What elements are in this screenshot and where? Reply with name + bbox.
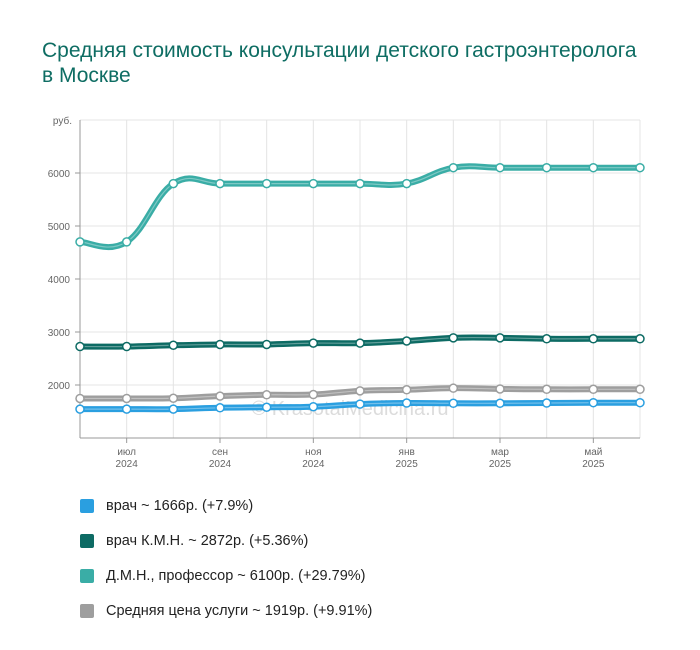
series-4-point bbox=[121, 393, 132, 404]
series-3-point bbox=[261, 178, 272, 189]
legend-swatch bbox=[80, 568, 94, 583]
series-3-point bbox=[495, 162, 505, 173]
y-tick-label: 5000 bbox=[48, 222, 71, 233]
series-1-point bbox=[541, 398, 552, 408]
legend-item-2[interactable]: врач К.М.Н. ~ 2872р. (+5.36%) bbox=[80, 523, 372, 558]
legend-label: Средняя цена услуги ~ 1919р. (+9.91%) bbox=[106, 602, 373, 619]
series-3-point bbox=[588, 162, 599, 173]
series-3-point bbox=[355, 178, 365, 189]
legend-label: врач ~ 1666р. (+7.9%) bbox=[106, 497, 254, 514]
series-2-point bbox=[168, 340, 179, 350]
series-2-point bbox=[495, 333, 505, 343]
series-4-point bbox=[168, 393, 179, 403]
series-2-point bbox=[261, 339, 272, 350]
series-1-point bbox=[308, 401, 319, 412]
series-2-point bbox=[75, 341, 85, 352]
x-tick-label-year: 2024 bbox=[116, 459, 139, 470]
series-1-point bbox=[75, 404, 85, 414]
x-tick-label-year: 2025 bbox=[582, 459, 605, 470]
series-1-point bbox=[355, 399, 365, 409]
legend-item-4[interactable]: Средняя цена услуги ~ 1919р. (+9.91%) bbox=[80, 593, 372, 628]
x-tick-label-year: 2025 bbox=[396, 459, 419, 470]
series-2-point bbox=[635, 334, 645, 344]
series-1-point bbox=[635, 397, 645, 408]
series-3-point bbox=[541, 162, 552, 173]
x-tick-label-month: ноя bbox=[305, 447, 322, 458]
legend-item-1[interactable]: врач ~ 1666р. (+7.9%) bbox=[80, 488, 372, 523]
x-tick-label-month: сен bbox=[212, 447, 228, 458]
x-tick-label-year: 2024 bbox=[209, 459, 232, 470]
series-4-point bbox=[75, 393, 85, 404]
y-tick-label: 3000 bbox=[48, 328, 71, 339]
series-2-point bbox=[401, 336, 412, 346]
y-tick-label: 4000 bbox=[48, 275, 71, 286]
series-3-point bbox=[75, 237, 85, 247]
series-3-point bbox=[121, 237, 132, 247]
legend: врач ~ 1666р. (+7.9%) врач К.М.Н. ~ 2872р… bbox=[80, 488, 372, 628]
legend-swatch bbox=[80, 603, 94, 618]
y-tick-label: 2000 bbox=[48, 381, 71, 392]
y-tick-label: 6000 bbox=[48, 169, 71, 180]
series-2-point bbox=[541, 334, 552, 344]
series-2-point bbox=[215, 339, 225, 350]
series-3-point bbox=[401, 178, 412, 189]
x-tick-label-year: 2025 bbox=[489, 459, 512, 470]
series-2-point bbox=[588, 334, 599, 344]
series-3-point bbox=[308, 178, 319, 189]
x-tick-label-month: май bbox=[584, 447, 602, 458]
series-3-point bbox=[215, 178, 225, 189]
series-4-point bbox=[495, 384, 505, 394]
series-4-point bbox=[215, 391, 225, 401]
series-1-point bbox=[495, 398, 505, 409]
series-4-point bbox=[635, 384, 645, 395]
series-1-point bbox=[168, 404, 179, 414]
series-4-point bbox=[401, 385, 412, 395]
series-1-point bbox=[121, 404, 132, 414]
series-4-point bbox=[308, 389, 319, 400]
x-tick-label-year: 2024 bbox=[302, 459, 325, 470]
series-3-point bbox=[168, 178, 179, 189]
series-4-point bbox=[541, 384, 552, 395]
legend-label: Д.М.Н., профессор ~ 6100р. (+29.79%) bbox=[106, 567, 366, 584]
series-1-point bbox=[215, 403, 225, 413]
series-3-point bbox=[635, 162, 645, 173]
series-1-point bbox=[261, 402, 272, 413]
series-1-point bbox=[588, 397, 599, 408]
series-3-point bbox=[448, 162, 459, 173]
legend-label: врач К.М.Н. ~ 2872р. (+5.36%) bbox=[106, 532, 309, 549]
x-tick-label-month: янв bbox=[399, 447, 415, 458]
line-chart: 20003000400050006000руб.июл2024сен2024но… bbox=[48, 115, 645, 470]
series-2-point bbox=[121, 341, 132, 352]
series-1-point bbox=[448, 398, 459, 409]
series-4-point bbox=[355, 386, 365, 396]
series-2-point bbox=[448, 333, 459, 343]
y-axis-unit-label: руб. bbox=[53, 115, 72, 127]
series-2-point bbox=[308, 338, 319, 348]
series-2-point bbox=[355, 338, 365, 348]
series-4-point bbox=[448, 383, 459, 393]
legend-swatch bbox=[80, 533, 94, 548]
legend-item-3[interactable]: Д.М.Н., профессор ~ 6100р. (+29.79%) bbox=[80, 558, 372, 593]
legend-swatch bbox=[80, 498, 94, 513]
series-4-point bbox=[588, 384, 599, 395]
x-tick-label-month: мар bbox=[491, 447, 509, 458]
chart-title: Средняя стоимость консультации детского … bbox=[42, 39, 637, 87]
x-tick-label-month: июл bbox=[117, 447, 136, 458]
series-1-point bbox=[401, 398, 412, 408]
series-4-point bbox=[261, 390, 272, 400]
